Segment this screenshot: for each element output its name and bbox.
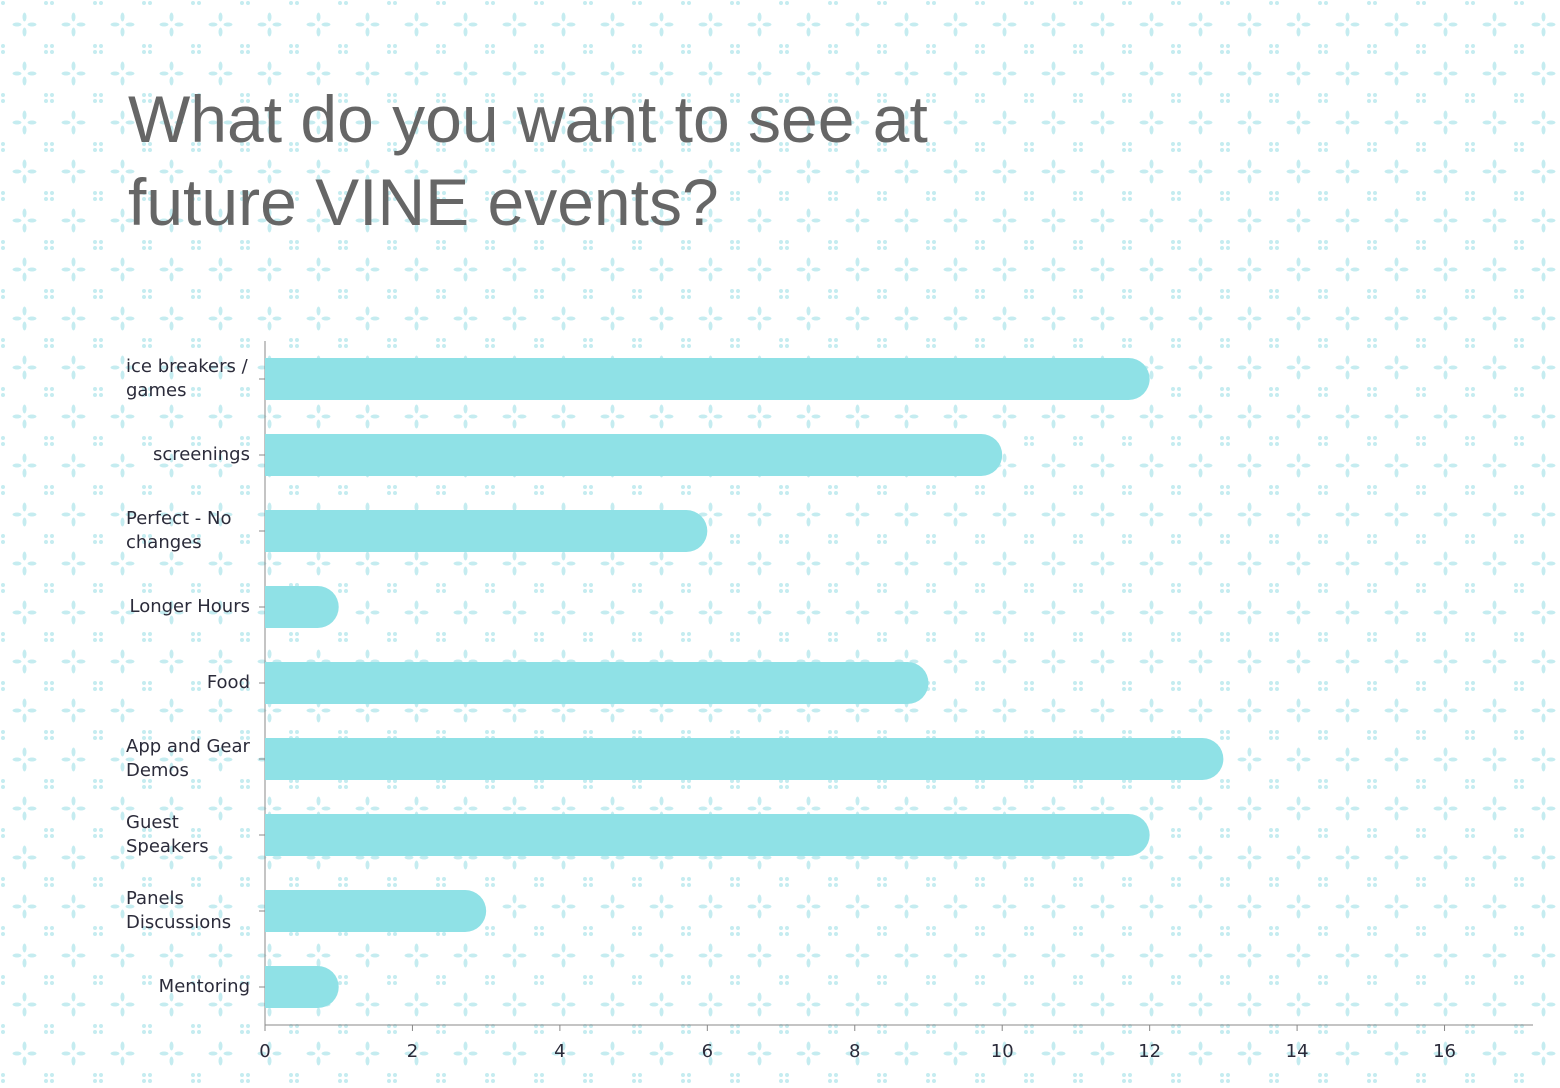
y-tick-label-box: Food — [126, 645, 250, 721]
y-tick-label: Panels Discussions — [126, 888, 232, 933]
y-tick-label-box: Guest Speakers — [126, 797, 250, 873]
bar — [265, 662, 929, 704]
y-tick-label: Perfect - No changes — [126, 508, 232, 553]
chart-title: What do you want to see at future VINE e… — [128, 82, 928, 239]
y-tick-label-box: App and Gear Demos — [126, 721, 250, 797]
bar — [265, 890, 487, 932]
y-tick-label: Guest Speakers — [126, 812, 209, 857]
bar — [265, 586, 339, 628]
y-tick-label-box: Panels Discussions — [126, 873, 250, 949]
bar — [265, 814, 1150, 856]
y-tick-label: Longer Hours — [129, 596, 251, 617]
bar — [265, 434, 1003, 476]
x-tick-label: 8 — [849, 1041, 860, 1062]
x-tick-label: 6 — [702, 1041, 713, 1062]
bar — [265, 358, 1150, 400]
y-tick-label: Food — [206, 672, 250, 693]
x-tick-label: 4 — [554, 1041, 565, 1062]
x-tick-label: 14 — [1286, 1041, 1309, 1062]
x-tick-label: 16 — [1433, 1041, 1456, 1062]
y-tick-label: Mentoring — [158, 976, 250, 997]
y-tick-label: screenings — [152, 444, 250, 465]
bar — [265, 738, 1224, 780]
y-tick-label-box: Longer Hours — [126, 569, 251, 645]
x-tick-label: 10 — [991, 1041, 1014, 1062]
y-tick-label-box: Perfect - No changes — [126, 493, 250, 569]
y-tick-label: App and Gear Demos — [126, 736, 250, 781]
y-tick-label: ice breakers / games — [126, 356, 248, 401]
y-tick-label-box: screenings — [126, 417, 250, 493]
bar — [265, 966, 339, 1008]
x-tick-label: 0 — [259, 1041, 270, 1062]
bar — [265, 510, 708, 552]
y-tick-label-box: ice breakers / games — [126, 341, 250, 417]
y-tick-label-box: Mentoring — [126, 949, 250, 1025]
x-tick-label: 2 — [407, 1041, 418, 1062]
x-tick-label: 12 — [1138, 1041, 1161, 1062]
